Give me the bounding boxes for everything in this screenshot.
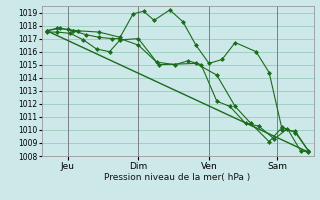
X-axis label: Pression niveau de la mer( hPa ): Pression niveau de la mer( hPa ) [104,173,251,182]
